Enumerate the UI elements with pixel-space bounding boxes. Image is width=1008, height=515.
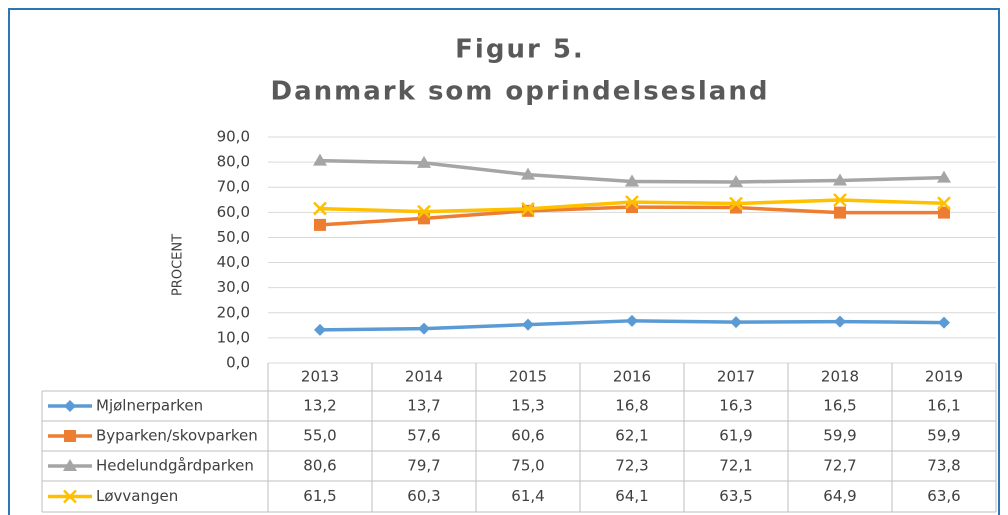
- frame: [8, 8, 1000, 515]
- table-value: 15,3: [511, 397, 544, 415]
- legend-label: Hedelundgårdparken: [96, 457, 254, 475]
- table-value: 55,0: [303, 427, 336, 445]
- point-marker: [522, 204, 534, 217]
- legend-marker: [64, 400, 76, 412]
- y-tick-label: 90,0: [217, 128, 250, 146]
- point-marker: [625, 195, 639, 209]
- table-value: 59,9: [927, 427, 960, 445]
- point-marker: [834, 315, 846, 328]
- point-marker: [937, 170, 951, 183]
- y-tick-label: 80,0: [217, 153, 250, 171]
- table-value: 16,1: [927, 397, 960, 415]
- table-value: 16,3: [719, 397, 752, 415]
- table-value: 59,9: [823, 427, 856, 445]
- table-value: 60,3: [407, 487, 440, 505]
- y-tick-label: 0,0: [226, 354, 250, 372]
- x-tick-label: 2014: [405, 368, 443, 386]
- x-tick-label: 2016: [613, 368, 651, 386]
- x-tick-label: 2017: [717, 368, 755, 386]
- table-value: 62,1: [615, 427, 648, 445]
- table-value: 72,3: [615, 457, 648, 475]
- table-value: 72,1: [719, 457, 752, 475]
- point-marker: [521, 167, 535, 180]
- point-marker: [833, 193, 847, 207]
- y-tick-label: 70,0: [217, 178, 250, 196]
- point-marker: [418, 322, 430, 335]
- x-tick-label: 2019: [925, 368, 963, 386]
- table-value: 13,7: [407, 397, 440, 415]
- table-value: 13,2: [303, 397, 336, 415]
- point-marker: [521, 201, 535, 216]
- point-marker: [313, 153, 327, 166]
- point-marker: [625, 174, 639, 187]
- y-axis-label: PROCENT: [171, 234, 186, 296]
- x-tick-label: 2013: [301, 368, 339, 386]
- y-tick-label: 30,0: [217, 278, 250, 296]
- table-value: 61,4: [511, 487, 544, 505]
- y-tick-label: 10,0: [217, 328, 250, 346]
- point-marker: [938, 316, 950, 329]
- table-value: 16,8: [615, 397, 648, 415]
- point-marker: [938, 206, 950, 219]
- table-value: 72,7: [823, 457, 856, 475]
- chart-title: Danmark som oprindelsesland: [271, 77, 770, 107]
- point-marker: [313, 201, 327, 216]
- point-marker: [626, 314, 638, 327]
- point-marker: [834, 206, 846, 219]
- point-marker: [729, 196, 743, 211]
- legend-marker: [63, 459, 77, 471]
- y-tick-label: 40,0: [217, 253, 250, 271]
- table-value: 64,9: [823, 487, 856, 505]
- table-value: 61,9: [719, 427, 752, 445]
- point-marker: [417, 204, 431, 219]
- legend-marker: [64, 430, 76, 442]
- x-tick-label: 2018: [821, 368, 859, 386]
- y-tick-label: 60,0: [217, 203, 250, 221]
- y-tick-label: 20,0: [217, 303, 250, 321]
- point-marker: [937, 196, 951, 211]
- legend-marker: [63, 489, 77, 504]
- table-value: 16,5: [823, 397, 856, 415]
- table-value: 61,5: [303, 487, 336, 505]
- point-marker: [729, 174, 743, 187]
- table-value: 57,6: [407, 427, 440, 445]
- point-marker: [314, 323, 326, 336]
- table-value: 75,0: [511, 457, 544, 475]
- table-value: 60,6: [511, 427, 544, 445]
- table-value: 64,1: [615, 487, 648, 505]
- x-tick-label: 2015: [509, 368, 547, 386]
- table-value: 80,6: [303, 457, 336, 475]
- table-value: 63,6: [927, 487, 960, 505]
- legend-label: Byparken/skovparken: [96, 427, 258, 445]
- legend-label: Mjølnerparken: [96, 397, 203, 415]
- point-marker: [522, 318, 534, 331]
- point-marker: [314, 218, 326, 231]
- table-value: 79,7: [407, 457, 440, 475]
- table-value: 73,8: [927, 457, 960, 475]
- y-tick-label: 50,0: [217, 228, 250, 246]
- table-value: 63,5: [719, 487, 752, 505]
- point-marker: [730, 316, 742, 329]
- point-marker: [417, 155, 431, 168]
- legend-label: Løvvangen: [96, 487, 178, 505]
- chart-title: Figur 5.: [455, 35, 585, 65]
- point-marker: [833, 173, 847, 186]
